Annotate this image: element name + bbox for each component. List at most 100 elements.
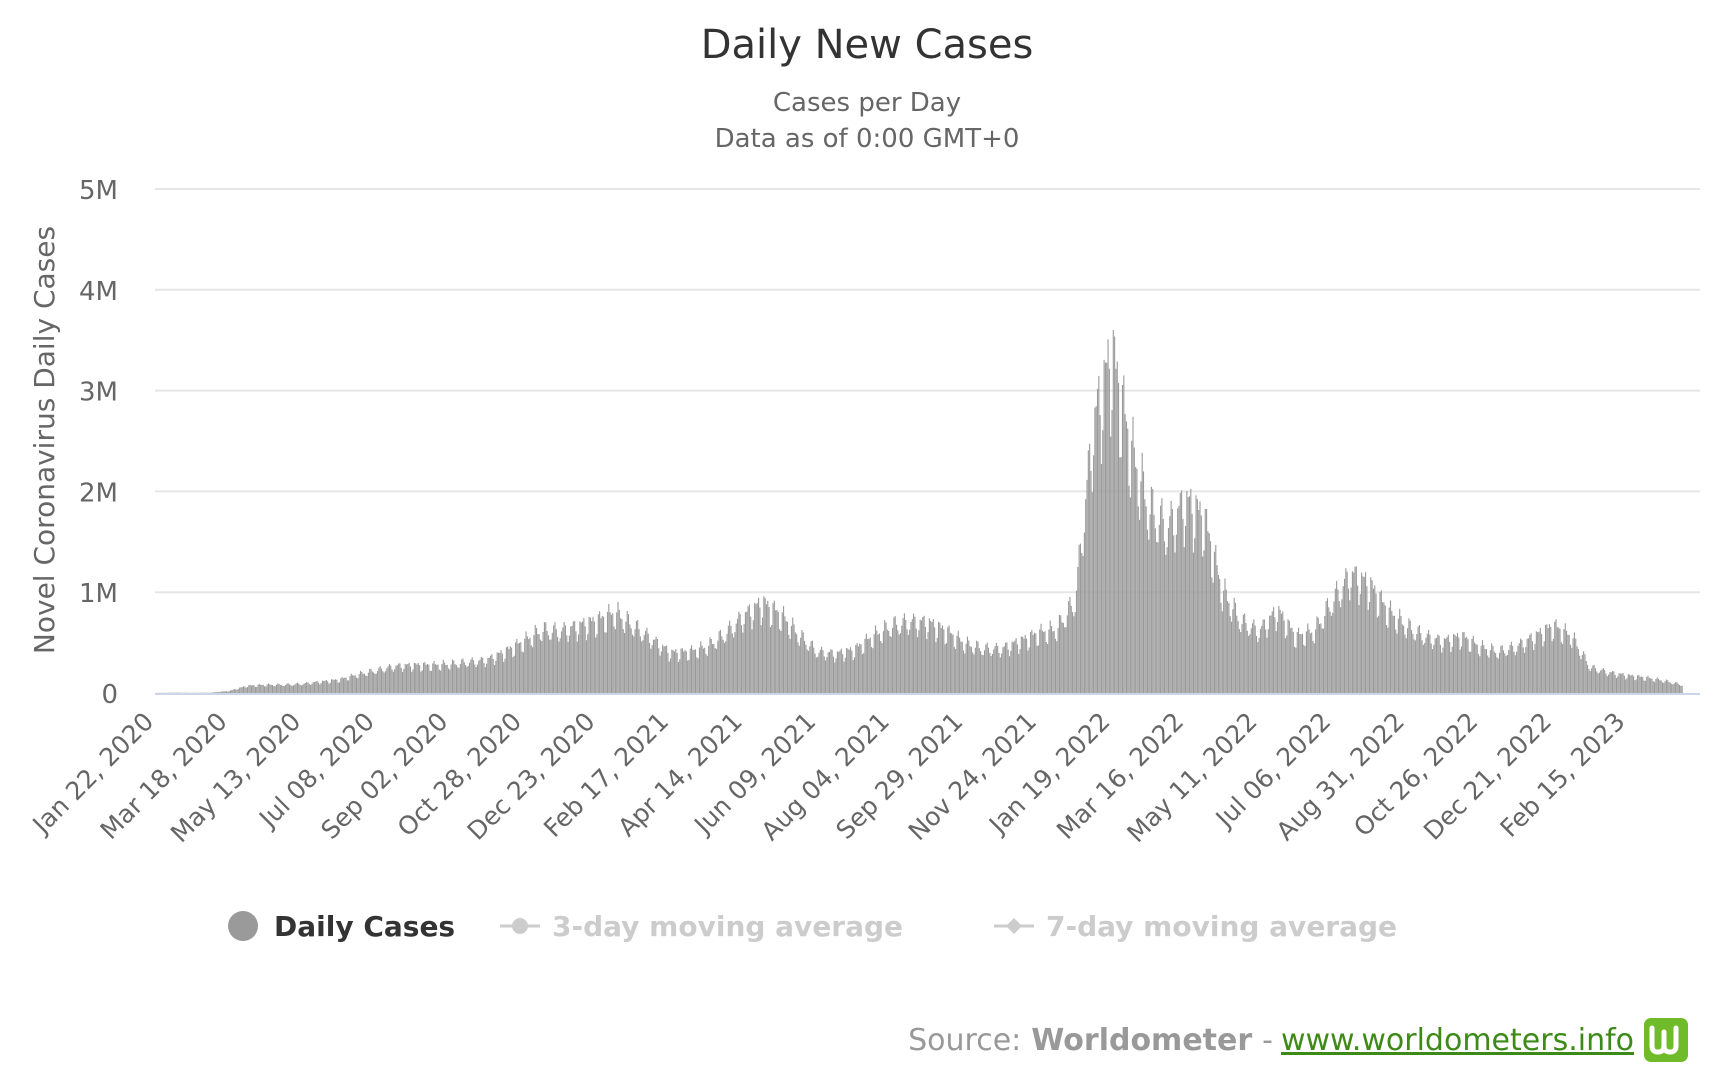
- daily-cases-bar[interactable]: [852, 659, 854, 693]
- daily-cases-bar[interactable]: [270, 684, 272, 693]
- daily-cases-bar[interactable]: [805, 644, 807, 693]
- daily-cases-bar[interactable]: [670, 658, 672, 693]
- daily-cases-bar[interactable]: [576, 641, 578, 693]
- daily-cases-bar[interactable]: [1296, 632, 1298, 693]
- daily-cases-bar[interactable]: [447, 668, 450, 693]
- daily-cases-bar[interactable]: [532, 647, 534, 693]
- daily-cases-bar[interactable]: [935, 642, 937, 693]
- daily-cases-bar[interactable]: [399, 663, 401, 693]
- daily-cases-bar[interactable]: [1234, 602, 1237, 693]
- daily-cases-bar[interactable]: [1495, 653, 1497, 693]
- daily-cases-bar[interactable]: [575, 631, 577, 693]
- daily-cases-bar[interactable]: [1045, 641, 1047, 693]
- daily-cases-bar[interactable]: [671, 649, 673, 693]
- daily-cases-bar[interactable]: [543, 622, 545, 693]
- daily-cases-bar[interactable]: [631, 634, 634, 693]
- daily-cases-bar[interactable]: [345, 677, 347, 693]
- daily-cases-bar[interactable]: [446, 664, 448, 693]
- daily-cases-bar[interactable]: [497, 652, 500, 693]
- daily-cases-bar[interactable]: [1240, 631, 1242, 693]
- daily-cases-bar[interactable]: [696, 657, 698, 693]
- daily-cases-bar[interactable]: [474, 664, 476, 693]
- daily-cases-bar[interactable]: [652, 639, 655, 693]
- daily-cases-bar[interactable]: [432, 663, 434, 693]
- daily-cases-bar[interactable]: [1052, 631, 1054, 693]
- daily-cases-bar[interactable]: [1266, 637, 1268, 693]
- daily-cases-bar[interactable]: [542, 632, 544, 693]
- daily-cases-bar[interactable]: [320, 683, 322, 693]
- daily-cases-bar[interactable]: [1475, 644, 1477, 693]
- daily-cases-bar[interactable]: [1449, 641, 1451, 693]
- daily-cases-bar[interactable]: [1389, 600, 1392, 693]
- daily-cases-bar[interactable]: [1463, 632, 1465, 693]
- daily-cases-bar[interactable]: [819, 649, 821, 693]
- daily-cases-bar[interactable]: [398, 663, 400, 693]
- daily-cases-bar[interactable]: [1100, 464, 1103, 693]
- daily-cases-bar[interactable]: [1609, 672, 1611, 693]
- daily-cases-bar[interactable]: [461, 659, 463, 693]
- daily-cases-bar[interactable]: [1343, 578, 1346, 693]
- daily-cases-bar[interactable]: [694, 649, 697, 693]
- daily-cases-bar[interactable]: [1488, 657, 1490, 693]
- daily-cases-bar[interactable]: [1424, 643, 1426, 693]
- daily-cases-bar[interactable]: [944, 644, 946, 693]
- daily-cases-bar[interactable]: [1660, 680, 1662, 693]
- daily-cases-bar[interactable]: [1041, 630, 1043, 693]
- daily-cases-bar[interactable]: [236, 689, 238, 693]
- daily-cases-bar[interactable]: [1320, 623, 1322, 693]
- daily-cases-bar[interactable]: [650, 648, 652, 693]
- daily-cases-bar[interactable]: [1244, 613, 1246, 693]
- daily-cases-bar[interactable]: [257, 684, 259, 693]
- daily-cases-bar[interactable]: [253, 685, 255, 693]
- daily-cases-bar[interactable]: [1366, 586, 1368, 693]
- daily-cases-bar[interactable]: [328, 683, 330, 693]
- daily-cases-bar[interactable]: [298, 683, 300, 693]
- daily-cases-bar[interactable]: [981, 654, 983, 693]
- daily-cases-bar[interactable]: [329, 682, 331, 693]
- daily-cases-bar[interactable]: [386, 668, 388, 693]
- daily-cases-bar[interactable]: [920, 620, 923, 693]
- daily-cases-bar[interactable]: [333, 680, 335, 693]
- daily-cases-bar[interactable]: [1005, 642, 1007, 693]
- daily-cases-bar[interactable]: [1096, 388, 1099, 693]
- daily-cases-bar[interactable]: [592, 616, 594, 693]
- daily-cases-bar[interactable]: [1303, 644, 1305, 693]
- daily-cases-bar[interactable]: [550, 639, 552, 693]
- daily-cases-bar[interactable]: [1680, 685, 1682, 693]
- daily-cases-bar[interactable]: [1117, 382, 1120, 693]
- daily-cases-bar[interactable]: [1405, 638, 1407, 693]
- daily-cases-bar[interactable]: [923, 615, 925, 693]
- daily-cases-bar[interactable]: [279, 684, 281, 693]
- daily-cases-bar[interactable]: [212, 692, 214, 693]
- daily-cases-bar[interactable]: [1431, 648, 1434, 693]
- daily-cases-bar[interactable]: [692, 649, 694, 693]
- daily-cases-bar[interactable]: [482, 657, 484, 693]
- daily-cases-bar[interactable]: [467, 666, 469, 693]
- daily-cases-bar[interactable]: [1548, 624, 1551, 693]
- daily-cases-bar[interactable]: [849, 647, 852, 693]
- daily-cases-bar[interactable]: [987, 647, 990, 693]
- daily-cases-bar[interactable]: [571, 625, 573, 693]
- daily-cases-bar[interactable]: [1203, 550, 1205, 693]
- daily-cases-bar[interactable]: [1672, 684, 1674, 693]
- daily-cases-bar[interactable]: [1646, 676, 1648, 693]
- daily-cases-bar[interactable]: [1438, 635, 1440, 693]
- daily-cases-bar[interactable]: [1112, 330, 1114, 693]
- daily-cases-bar[interactable]: [466, 666, 468, 693]
- daily-cases-bar[interactable]: [689, 648, 691, 693]
- daily-cases-bar[interactable]: [306, 682, 308, 693]
- daily-cases-bar[interactable]: [479, 659, 481, 693]
- daily-cases-bar[interactable]: [973, 654, 975, 693]
- daily-cases-bar[interactable]: [1617, 676, 1619, 693]
- daily-cases-bar[interactable]: [1497, 658, 1499, 693]
- daily-cases-bar[interactable]: [851, 650, 853, 693]
- daily-cases-bar[interactable]: [1391, 610, 1393, 693]
- daily-cases-bar[interactable]: [859, 643, 861, 693]
- daily-cases-bar[interactable]: [1426, 633, 1428, 693]
- daily-cases-bar[interactable]: [608, 603, 610, 693]
- daily-cases-bar[interactable]: [570, 626, 572, 693]
- daily-cases-bar[interactable]: [412, 669, 414, 693]
- daily-cases-bar[interactable]: [1654, 681, 1656, 693]
- daily-cases-bar[interactable]: [391, 669, 393, 693]
- daily-cases-bar[interactable]: [1598, 672, 1600, 693]
